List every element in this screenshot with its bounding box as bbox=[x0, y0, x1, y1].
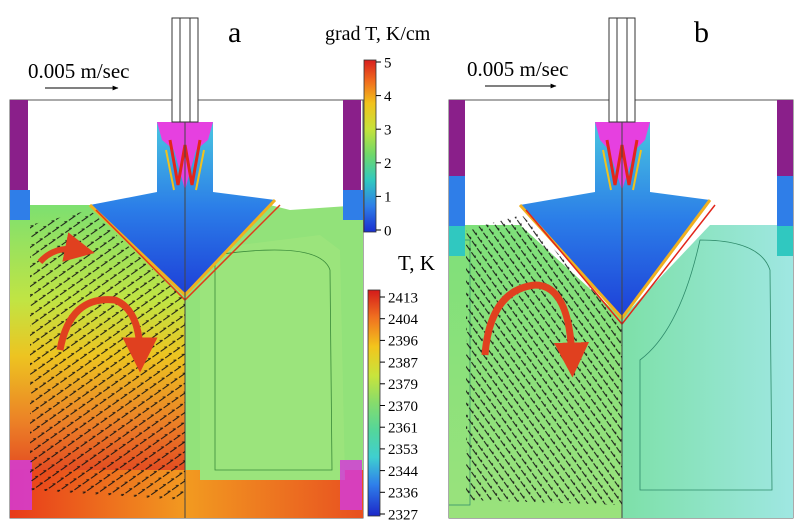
colorbar-tick-label: 2336 bbox=[388, 486, 419, 502]
colorbar-tick-label: 2387 bbox=[388, 355, 419, 371]
grad-colorbar: grad T, K/cm 5 4 3 2 1 0 bbox=[325, 23, 431, 239]
colorbar-tick-label: 4 bbox=[384, 89, 392, 105]
panel-a-left-wall bbox=[10, 100, 28, 195]
colorbar-tick-label: 5 bbox=[384, 55, 392, 71]
colorbar-tick-label: 2361 bbox=[388, 420, 418, 436]
colorbar-tick-label: 2396 bbox=[388, 334, 419, 350]
flow-arrow-icon bbox=[56, 296, 158, 373]
panel-b-velocity-field bbox=[466, 215, 622, 505]
temp-colorbar: T, K 2413 2404 2396 2387 2379 2370 2361 2353 234… bbox=[367, 251, 435, 523]
colorbar-tick-label: 2370 bbox=[388, 399, 418, 415]
colorbar-tick-label: 2344 bbox=[388, 464, 419, 480]
flow-arrow-icon bbox=[481, 281, 590, 378]
panel-b: 0.005 m/sec b bbox=[448, 16, 794, 519]
panel-b-crystal bbox=[520, 122, 710, 318]
panel-a-crystal bbox=[90, 122, 275, 295]
panel-b-left-wall bbox=[449, 100, 465, 178]
temp-colorbar-title: T, K bbox=[398, 251, 435, 275]
panel-a-right-wall bbox=[343, 100, 361, 195]
panel-b-right-wall bbox=[777, 100, 793, 178]
panel-b-label: b bbox=[694, 16, 709, 49]
grad-colorbar-title: grad T, K/cm bbox=[325, 23, 431, 45]
panel-a-velocity-field bbox=[30, 210, 185, 500]
panel-a: 0.005 m/sec a bbox=[9, 16, 364, 519]
colorbar-tick-label: 2404 bbox=[388, 312, 419, 328]
grad-colorbar-bar bbox=[363, 59, 377, 233]
colorbar-tick-label: 2327 bbox=[388, 507, 419, 523]
panel-a-velocity-scale: 0.005 m/sec bbox=[28, 59, 129, 83]
panel-b-melt-right bbox=[622, 225, 793, 518]
colorbar-tick-label: 2353 bbox=[388, 442, 418, 458]
panel-b-rod bbox=[608, 17, 636, 123]
panel-b-velocity-scale: 0.005 m/sec bbox=[467, 57, 568, 81]
panel-a-rod bbox=[171, 17, 199, 123]
colorbar-tick-label: 0 bbox=[384, 223, 392, 239]
temp-colorbar-bar bbox=[367, 289, 381, 517]
colorbar-tick-label: 3 bbox=[384, 122, 392, 138]
colorbar-tick-label: 2379 bbox=[388, 377, 418, 393]
colorbar-tick-label: 2 bbox=[384, 156, 392, 172]
panel-a-label: a bbox=[228, 16, 241, 49]
flow-arrow-icon bbox=[37, 232, 95, 265]
panel-a-right-melt bbox=[200, 235, 345, 480]
colorbar-tick-label: 1 bbox=[384, 190, 392, 206]
colorbar-tick-label: 2413 bbox=[388, 290, 418, 306]
